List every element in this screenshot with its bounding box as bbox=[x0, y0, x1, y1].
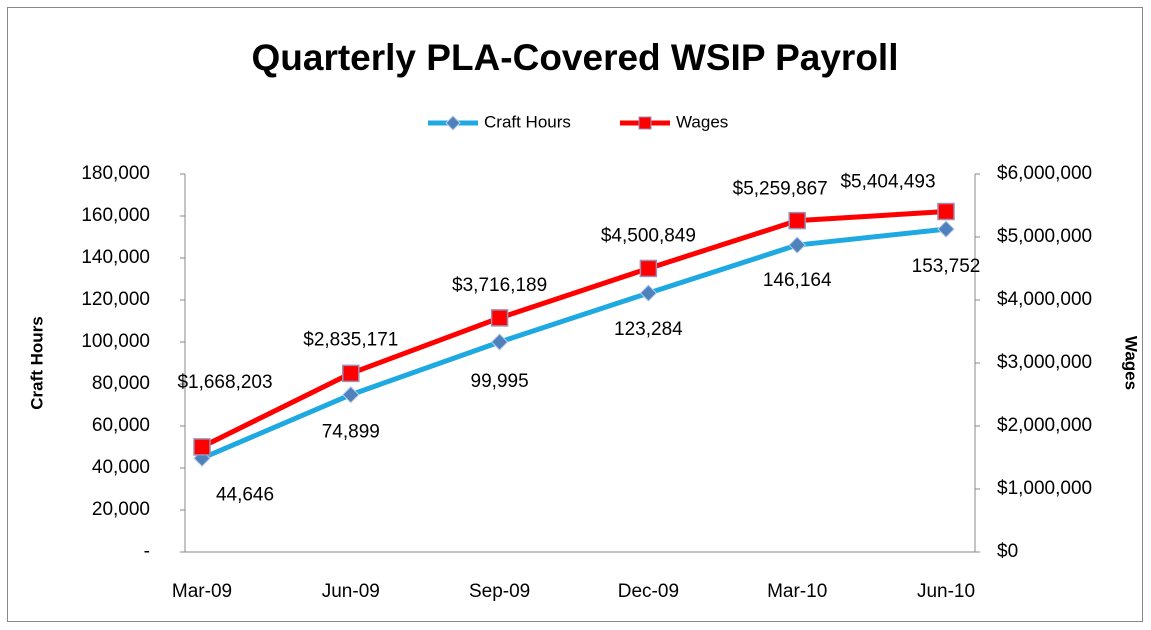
x-tick-label: Jun-10 bbox=[917, 581, 975, 602]
marker bbox=[639, 259, 658, 278]
marker bbox=[342, 364, 360, 383]
marker bbox=[639, 284, 658, 302]
chart-title: Quarterly PLA-Covered WSIP Payroll bbox=[251, 37, 898, 78]
y2-tick-label: $1,000,000 bbox=[997, 478, 1092, 499]
x-tick-label: Mar-09 bbox=[172, 581, 232, 602]
y-tick-label: 100,000 bbox=[81, 331, 150, 352]
data-label: $2,835,171 bbox=[303, 329, 398, 350]
chart-border bbox=[7, 7, 1143, 622]
marker bbox=[342, 386, 360, 404]
marker bbox=[193, 438, 211, 456]
legend-marker bbox=[445, 115, 461, 131]
y-tick-label: 60,000 bbox=[92, 415, 150, 436]
x-tick-label: Sep-09 bbox=[469, 581, 530, 602]
data-label: $3,716,189 bbox=[452, 275, 547, 296]
marker bbox=[490, 333, 509, 351]
data-label: 146,164 bbox=[763, 270, 832, 291]
x-tick-label: Mar-10 bbox=[767, 581, 827, 602]
marker bbox=[937, 220, 955, 238]
data-label: 123,284 bbox=[614, 319, 683, 340]
legend-label: Craft Hours bbox=[484, 112, 571, 131]
data-label: $1,668,203 bbox=[177, 372, 272, 393]
y2-tick-label: $3,000,000 bbox=[997, 352, 1092, 373]
y-tick-label: 80,000 bbox=[92, 373, 150, 394]
y-tick-label: 180,000 bbox=[81, 163, 150, 184]
y-tick-label: 120,000 bbox=[81, 289, 150, 310]
data-label: 99,995 bbox=[471, 371, 529, 392]
y-tick-label: - bbox=[144, 541, 150, 562]
y-axis-title: Craft Hours bbox=[27, 316, 46, 410]
y-tick-label: 20,000 bbox=[92, 499, 150, 520]
legend-label: Wages bbox=[676, 112, 728, 131]
marker bbox=[937, 202, 955, 221]
x-tick-label: Dec-09 bbox=[618, 581, 679, 602]
marker bbox=[788, 211, 806, 230]
marker bbox=[490, 309, 509, 327]
data-label: $5,404,493 bbox=[840, 172, 935, 193]
y2-tick-label: $6,000,000 bbox=[997, 163, 1092, 184]
y-tick-label: 140,000 bbox=[81, 247, 150, 268]
y2-axis-title: Wages bbox=[1122, 336, 1141, 390]
data-label: 74,899 bbox=[322, 422, 380, 443]
data-label: $4,500,849 bbox=[601, 225, 696, 246]
y2-tick-label: $4,000,000 bbox=[997, 289, 1092, 310]
y2-tick-label: $2,000,000 bbox=[997, 415, 1092, 436]
legend-marker bbox=[638, 116, 652, 130]
series-line bbox=[201, 226, 947, 461]
x-tick-label: Jun-09 bbox=[322, 581, 380, 602]
y2-tick-label: $5,000,000 bbox=[997, 226, 1092, 247]
series-line bbox=[200, 209, 947, 450]
y-tick-label: 40,000 bbox=[92, 457, 150, 478]
y-tick-label: 160,000 bbox=[81, 205, 150, 226]
data-label: 44,646 bbox=[216, 484, 274, 505]
data-label: $5,259,867 bbox=[733, 179, 828, 200]
data-label: 153,752 bbox=[912, 256, 981, 277]
y2-tick-label: $0 bbox=[997, 541, 1018, 562]
marker bbox=[788, 236, 806, 254]
